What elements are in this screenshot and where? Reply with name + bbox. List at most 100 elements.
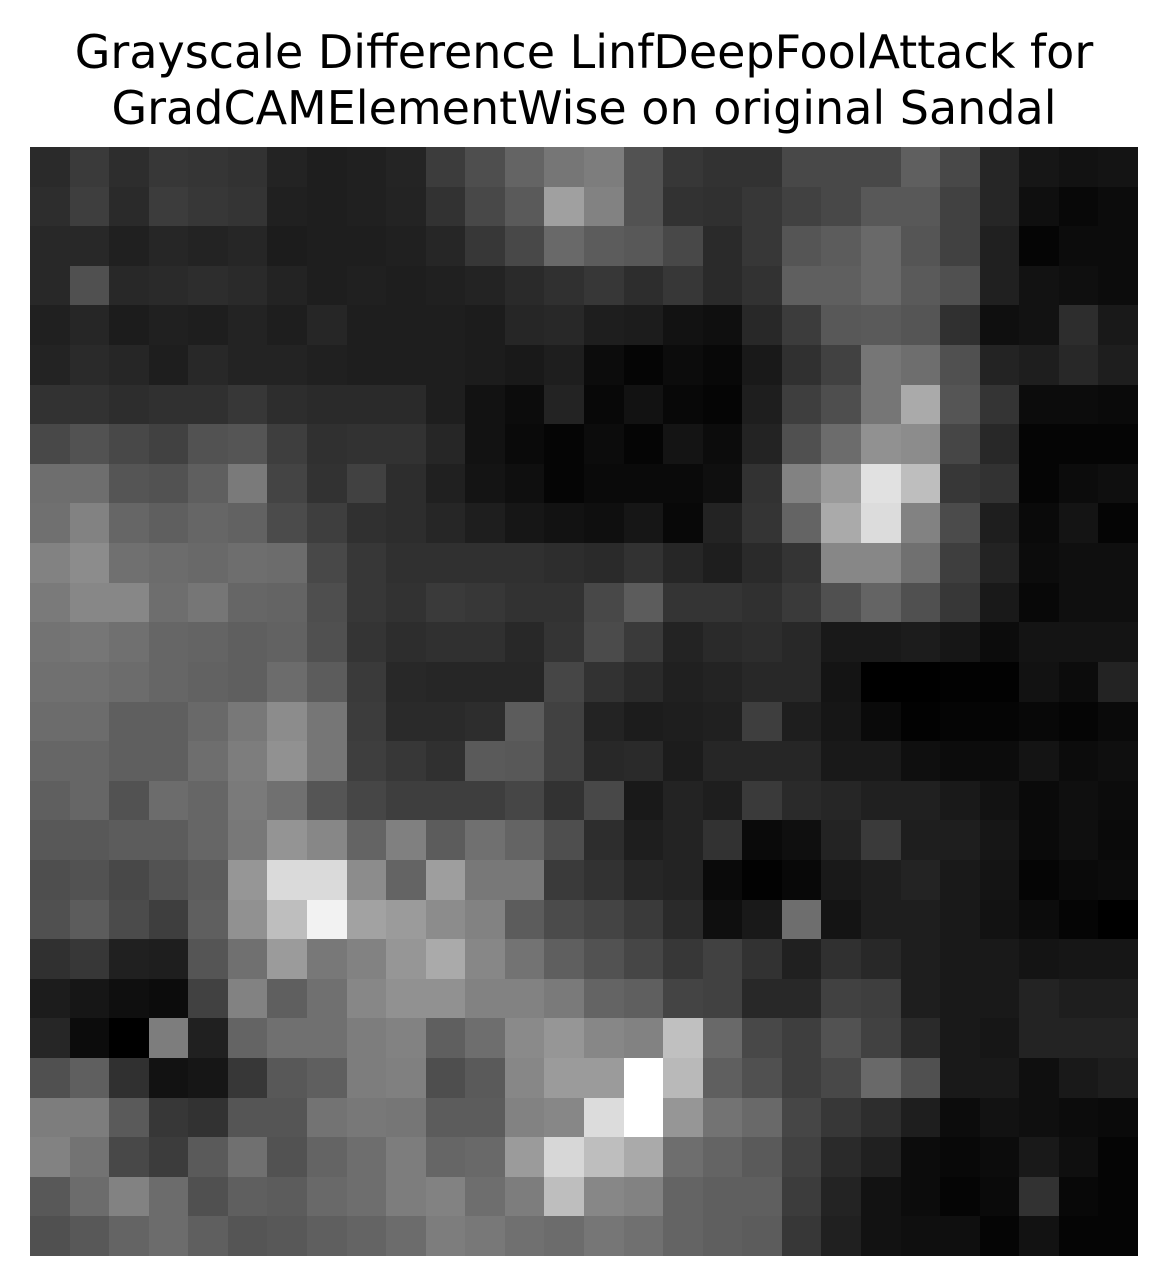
heatmap-cell xyxy=(901,583,940,622)
heatmap-cell xyxy=(703,385,742,424)
chart-title-line-1: Grayscale Difference LinfDeepFoolAttack … xyxy=(75,25,1094,79)
heatmap-cell xyxy=(663,424,703,464)
heatmap-cell xyxy=(703,543,742,583)
heatmap-cell xyxy=(347,1058,386,1098)
heatmap-cell xyxy=(188,939,228,979)
heatmap-cell xyxy=(228,622,267,662)
heatmap-cell xyxy=(386,424,426,464)
heatmap-cell xyxy=(426,464,465,503)
heatmap-cell xyxy=(228,1098,267,1137)
heatmap-cell xyxy=(1019,900,1059,939)
heatmap-cell xyxy=(782,503,821,543)
heatmap-cell xyxy=(188,1137,228,1177)
heatmap-cell xyxy=(544,820,584,860)
heatmap-cell xyxy=(30,860,70,900)
heatmap-cell xyxy=(149,1058,188,1098)
heatmap-cell xyxy=(980,979,1019,1018)
heatmap-cell xyxy=(228,424,267,464)
heatmap-cell xyxy=(703,622,742,662)
heatmap-cell xyxy=(544,662,584,702)
heatmap-cell xyxy=(109,305,149,345)
heatmap-cell xyxy=(149,820,188,860)
heatmap-cell xyxy=(584,503,624,543)
heatmap-cell xyxy=(386,583,426,622)
heatmap-cell xyxy=(861,1058,901,1098)
heatmap-cell xyxy=(465,1058,505,1098)
heatmap-cell xyxy=(861,662,901,702)
heatmap-cell xyxy=(465,424,505,464)
heatmap-cell xyxy=(940,939,980,979)
heatmap-cell xyxy=(1019,860,1059,900)
heatmap-cell xyxy=(624,464,663,503)
heatmap-cell xyxy=(544,979,584,1018)
heatmap-cell xyxy=(1098,1216,1138,1256)
heatmap-cell xyxy=(1059,385,1098,424)
heatmap-cell xyxy=(267,860,307,900)
heatmap-cell xyxy=(30,543,70,583)
heatmap-cell xyxy=(940,1137,980,1177)
heatmap-cell xyxy=(544,1018,584,1058)
heatmap-cell xyxy=(742,187,782,226)
heatmap-cell xyxy=(742,702,782,741)
heatmap-cell xyxy=(624,424,663,464)
heatmap-cell xyxy=(940,1098,980,1137)
heatmap-cell xyxy=(465,187,505,226)
heatmap-cell xyxy=(109,147,149,187)
heatmap-cell xyxy=(624,503,663,543)
heatmap-cell xyxy=(624,662,663,702)
heatmap-cell xyxy=(742,1216,782,1256)
heatmap-cell xyxy=(426,503,465,543)
heatmap-cell xyxy=(465,305,505,345)
heatmap-cell xyxy=(386,662,426,702)
heatmap-cell xyxy=(544,464,584,503)
heatmap-cell xyxy=(901,187,940,226)
heatmap-cell xyxy=(940,622,980,662)
heatmap-cell xyxy=(1059,1098,1098,1137)
heatmap-cell xyxy=(228,1058,267,1098)
heatmap-cell xyxy=(821,741,861,781)
heatmap-cell xyxy=(465,860,505,900)
heatmap-cell xyxy=(386,543,426,583)
heatmap-cell xyxy=(426,900,465,939)
heatmap-cell xyxy=(901,147,940,187)
heatmap-cell xyxy=(940,464,980,503)
heatmap-cell xyxy=(347,424,386,464)
heatmap-cell xyxy=(267,741,307,781)
heatmap-cell xyxy=(1019,543,1059,583)
heatmap-cell xyxy=(663,1177,703,1216)
heatmap-cell xyxy=(940,900,980,939)
heatmap-cell xyxy=(307,860,347,900)
heatmap-cell xyxy=(940,1018,980,1058)
heatmap-cell xyxy=(149,266,188,305)
heatmap-cell xyxy=(267,226,307,266)
heatmap-cell xyxy=(30,1098,70,1137)
heatmap-cell xyxy=(1059,979,1098,1018)
heatmap-cell xyxy=(149,702,188,741)
heatmap-cell xyxy=(1098,147,1138,187)
heatmap-cell xyxy=(109,187,149,226)
heatmap-cell xyxy=(267,464,307,503)
heatmap-cell xyxy=(1019,979,1059,1018)
heatmap-cell xyxy=(267,147,307,187)
heatmap-cell xyxy=(1059,226,1098,266)
heatmap-cell xyxy=(1019,424,1059,464)
heatmap-cell xyxy=(544,1177,584,1216)
heatmap-cell xyxy=(663,702,703,741)
heatmap-cell xyxy=(782,1216,821,1256)
heatmap-cell xyxy=(188,1018,228,1058)
heatmap-cell xyxy=(980,662,1019,702)
heatmap-cell xyxy=(940,1216,980,1256)
heatmap-cell xyxy=(267,662,307,702)
heatmap-cell xyxy=(188,464,228,503)
heatmap-cell xyxy=(544,424,584,464)
heatmap-cell xyxy=(347,979,386,1018)
heatmap-cell xyxy=(901,1177,940,1216)
heatmap-cell xyxy=(307,1177,347,1216)
heatmap-cell xyxy=(505,464,544,503)
heatmap-cell xyxy=(30,147,70,187)
heatmap-cell xyxy=(782,385,821,424)
heatmap-cell xyxy=(347,662,386,702)
heatmap-cell xyxy=(940,345,980,385)
heatmap-cell xyxy=(188,900,228,939)
heatmap-cell xyxy=(505,305,544,345)
